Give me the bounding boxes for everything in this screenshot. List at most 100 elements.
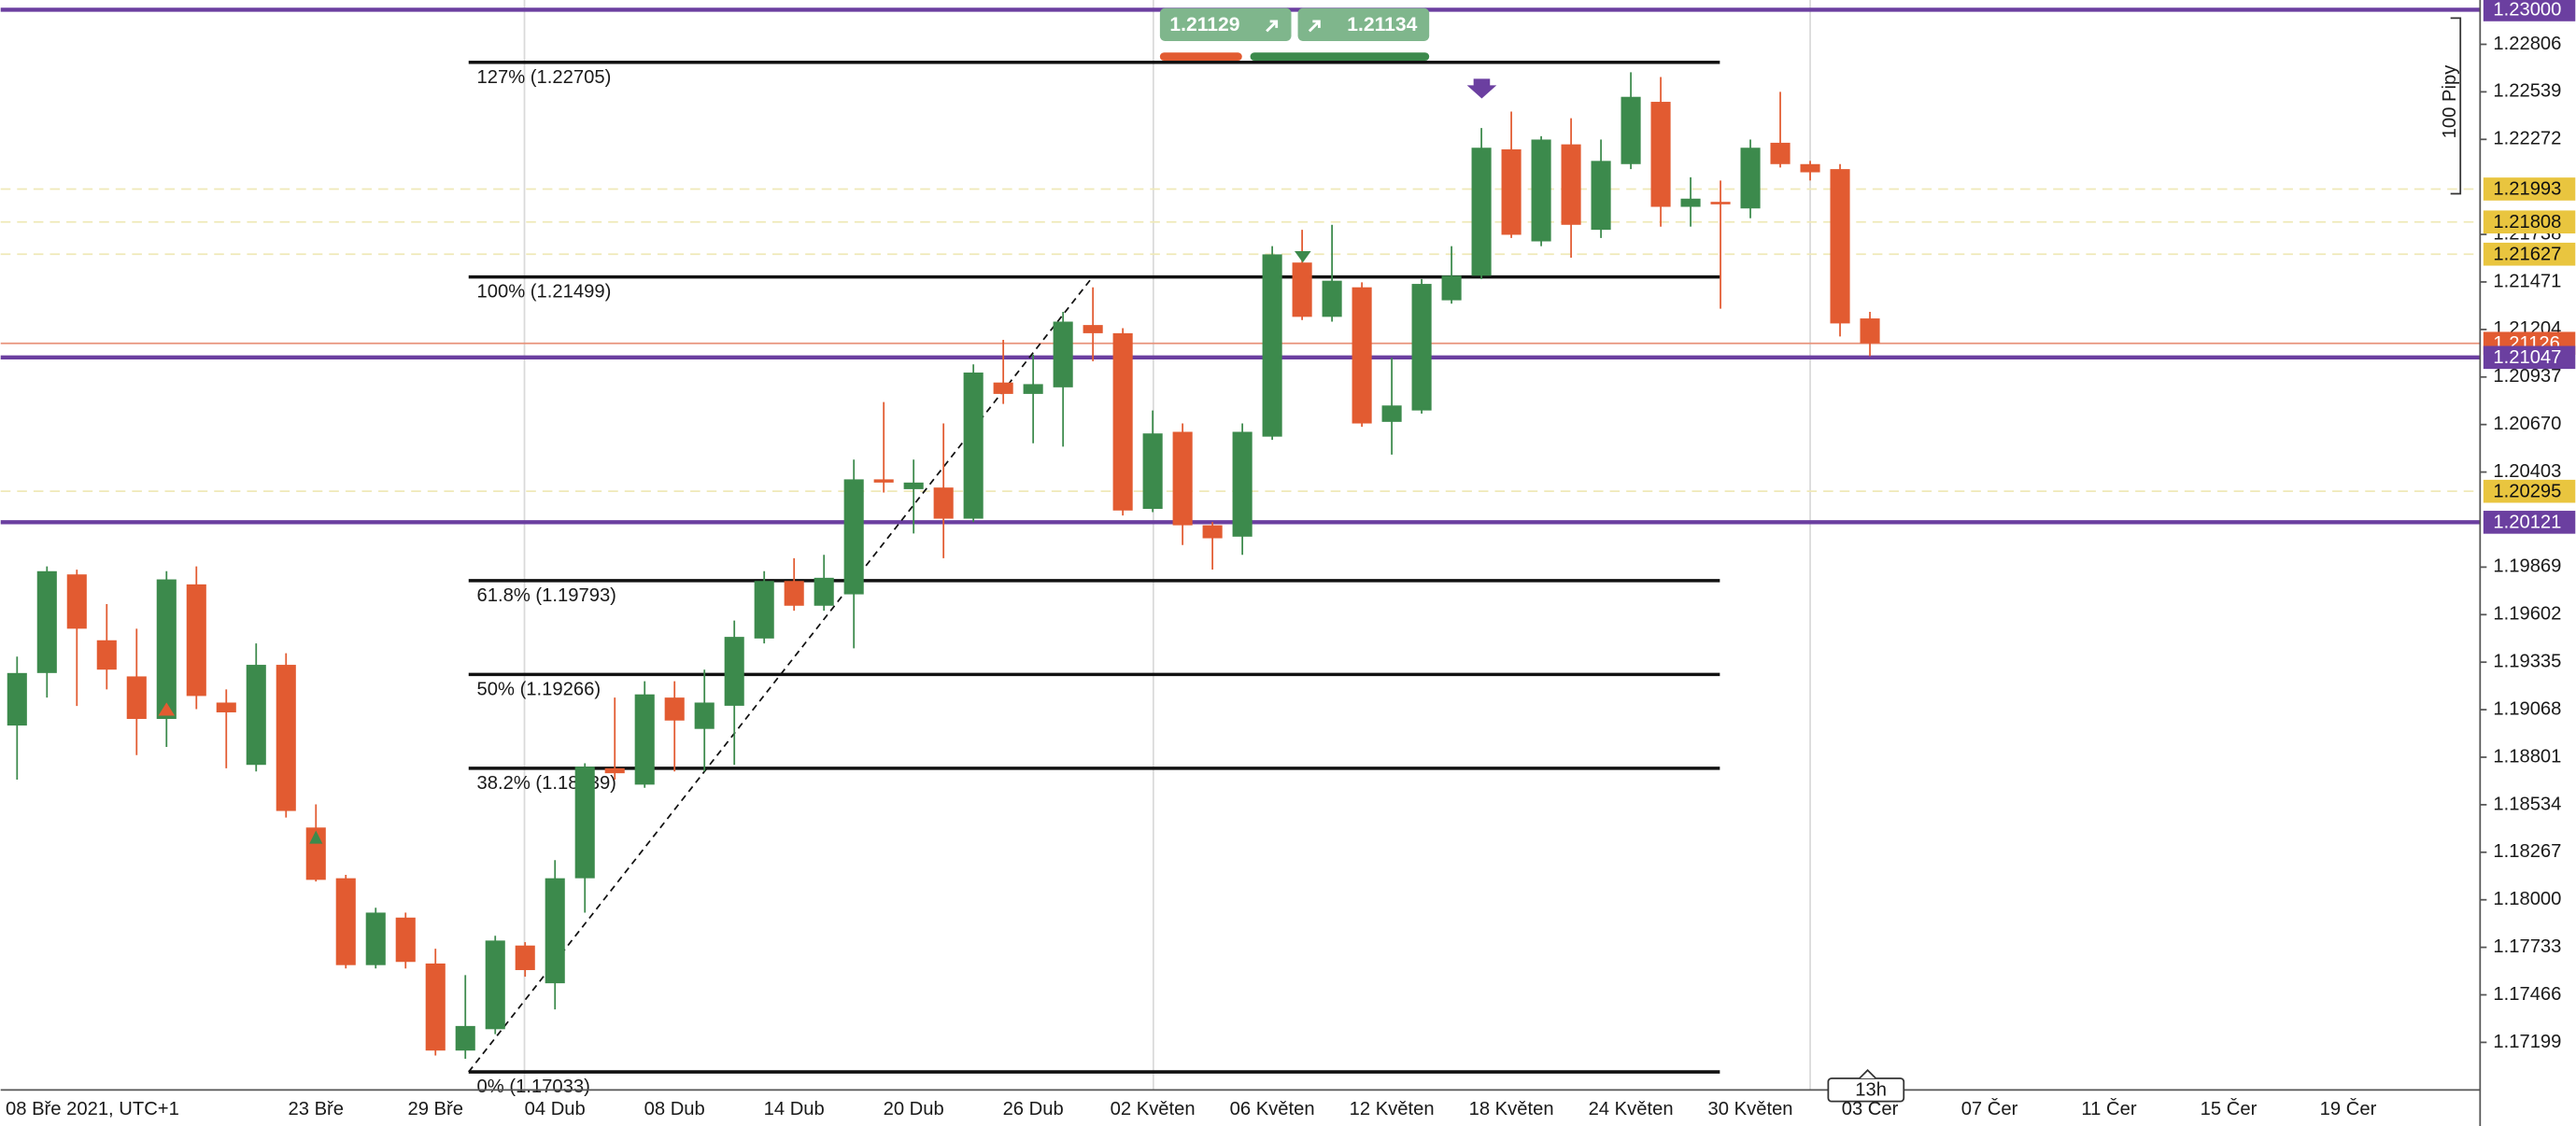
fib-level-label: 0% (1.17033) <box>477 1077 590 1097</box>
candle-body <box>485 940 505 1030</box>
candle-body <box>1352 287 1372 424</box>
x-tick-label: 24 Květen <box>1589 1099 1674 1119</box>
fib-trend-line <box>468 276 1094 1073</box>
candle-body <box>604 767 625 774</box>
candle-body <box>515 945 535 971</box>
x-tick-label: 29 Bře <box>407 1099 463 1119</box>
trade-panel: 1.21129 1.21134 <box>1159 7 1430 62</box>
price-level-tag <box>2483 177 2576 201</box>
fib-level-label: 50% (1.19266) <box>477 679 602 699</box>
fib-level-label: 61.8% (1.19793) <box>477 585 616 606</box>
y-tick-label: 1.20937 <box>2493 366 2561 387</box>
y-tick-label: 1.20670 <box>2493 414 2561 434</box>
y-tick-label: 1.17466 <box>2493 984 2561 1005</box>
x-tick-label: 03 Čer <box>1842 1098 1899 1119</box>
candle-body <box>276 665 296 811</box>
sell-price: 1.21129 <box>1169 14 1239 35</box>
price-level-tag <box>2483 345 2576 370</box>
candle-body <box>694 702 715 729</box>
timeframe-tag: 13h <box>1827 1068 1905 1103</box>
candle-body <box>1322 280 1342 317</box>
candle-body <box>1083 325 1103 333</box>
x-tick-label: 08 Dub <box>644 1099 705 1119</box>
candle-body <box>1411 284 1432 411</box>
fib-level-label: 127% (1.22705) <box>477 67 612 88</box>
candle-body <box>1860 318 1880 344</box>
candle-body <box>1232 431 1253 537</box>
price-level-tag <box>2483 210 2576 234</box>
candle-body <box>1830 169 1850 324</box>
candle-body <box>724 637 744 706</box>
candle-body <box>754 581 774 639</box>
x-tick-label: 06 Květen <box>1230 1099 1315 1119</box>
y-tick-label: 1.22272 <box>2493 129 2561 149</box>
candle-body <box>186 584 206 697</box>
y-tick-label: 1.18534 <box>2493 794 2561 814</box>
buy-icon <box>1308 20 1321 33</box>
candle-body <box>1381 405 1402 422</box>
signal-marker <box>1466 78 1497 99</box>
candle-body <box>1023 384 1043 394</box>
buy-volume-bar <box>1250 52 1430 62</box>
price-level-value: 1.21808 <box>2493 212 2561 232</box>
candle-body <box>425 963 446 1051</box>
y-tick-label: 1.19602 <box>2493 604 2561 625</box>
candle-body <box>1591 161 1611 231</box>
x-tick-label: 12 Květen <box>1350 1099 1435 1119</box>
candle-body <box>1441 275 1462 301</box>
price-level-value: 1.20295 <box>2493 481 2561 501</box>
candle-body <box>664 697 685 721</box>
candle-body <box>1710 202 1731 204</box>
price-level-tag <box>2483 479 2576 503</box>
candle-body <box>365 912 386 965</box>
x-tick-label: 14 Dub <box>764 1099 825 1119</box>
price-level-tag <box>2483 511 2576 534</box>
y-tick-label: 1.18000 <box>2493 889 2561 909</box>
candle-body <box>1680 198 1701 207</box>
x-tick-label: 07 Čer <box>1961 1098 2018 1119</box>
candle-body <box>1172 431 1193 526</box>
price-level-value: 1.21627 <box>2493 244 2561 264</box>
candle-body <box>7 672 27 726</box>
candle-body <box>395 917 416 963</box>
buy-price: 1.21134 <box>1347 14 1417 35</box>
candle-body <box>784 581 804 606</box>
pip-ruler-label: 100 Pipy <box>2440 64 2460 139</box>
candle-body <box>1770 142 1790 164</box>
candle-body <box>335 878 356 965</box>
candle-body <box>843 479 864 595</box>
candle-body <box>993 382 1013 394</box>
y-tick-label: 1.18801 <box>2493 746 2561 767</box>
timeframe-pointer <box>1859 1068 1876 1079</box>
candle-body <box>963 373 984 519</box>
candle-body <box>634 694 655 785</box>
candle-body <box>96 640 117 670</box>
candle-body <box>1561 144 1581 225</box>
x-tick-label: 30 Květen <box>1708 1099 1793 1119</box>
level-labels-layer: 1.23000 1.21993 1.21808 1.21627 1.20295 1.201… <box>2483 0 2576 534</box>
candle-body <box>1112 332 1133 511</box>
candle-body <box>903 482 924 489</box>
x-tick-label: 19 Čer <box>2320 1098 2377 1119</box>
buy-button[interactable] <box>1297 7 1430 41</box>
candle-body <box>1053 321 1073 387</box>
candle-body <box>1142 433 1163 510</box>
candle-body <box>1800 163 1820 173</box>
candle-body <box>1650 102 1671 207</box>
candle-body <box>455 1025 475 1051</box>
sell-icon <box>1266 20 1279 33</box>
candle-body <box>1471 148 1492 276</box>
y-tick-label: 1.20403 <box>2493 461 2561 482</box>
y-tick-label: 1.22806 <box>2493 34 2561 54</box>
signal-marker <box>1295 250 1311 263</box>
candle-body <box>216 702 236 712</box>
candle-body <box>36 570 57 673</box>
x-tick-label: 11 Čer <box>2081 1098 2136 1119</box>
candle-body <box>1292 262 1312 317</box>
sell-button[interactable] <box>1159 7 1292 41</box>
x-tick-label: 02 Květen <box>1111 1099 1196 1119</box>
signal-marker <box>309 830 323 844</box>
y-tick-label: 1.21471 <box>2493 271 2561 291</box>
